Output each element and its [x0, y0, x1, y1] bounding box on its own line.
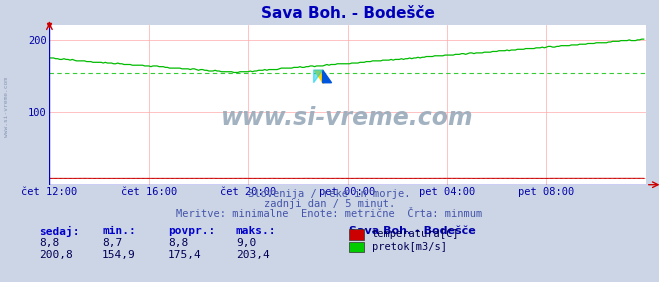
Text: pretok[m3/s]: pretok[m3/s]	[372, 242, 447, 252]
Text: 8,8: 8,8	[40, 238, 60, 248]
Text: 200,8: 200,8	[40, 250, 73, 260]
Title: Sava Boh. - Bodešče: Sava Boh. - Bodešče	[261, 6, 434, 21]
Text: Meritve: minimalne  Enote: metrične  Črta: minmum: Meritve: minimalne Enote: metrične Črta:…	[177, 209, 482, 219]
Polygon shape	[314, 70, 322, 83]
Text: sedaj:: sedaj:	[40, 226, 80, 237]
Text: maks.:: maks.:	[236, 226, 276, 235]
Text: www.si-vreme.com: www.si-vreme.com	[221, 106, 474, 130]
Text: min.:: min.:	[102, 226, 136, 235]
Text: 8,8: 8,8	[168, 238, 188, 248]
Text: 154,9: 154,9	[102, 250, 136, 260]
Polygon shape	[314, 70, 322, 83]
Text: Sava Boh. - Bodešče: Sava Boh. - Bodešče	[349, 226, 476, 235]
Text: zadnji dan / 5 minut.: zadnji dan / 5 minut.	[264, 199, 395, 209]
Text: temperatura[C]: temperatura[C]	[372, 229, 459, 239]
Text: 8,7: 8,7	[102, 238, 123, 248]
Text: 9,0: 9,0	[236, 238, 256, 248]
Text: 175,4: 175,4	[168, 250, 202, 260]
Text: povpr.:: povpr.:	[168, 226, 215, 235]
Text: Slovenija / reke in morje.: Slovenija / reke in morje.	[248, 189, 411, 199]
Text: 203,4: 203,4	[236, 250, 270, 260]
Text: www.si-vreme.com: www.si-vreme.com	[4, 77, 9, 137]
Polygon shape	[322, 70, 331, 83]
